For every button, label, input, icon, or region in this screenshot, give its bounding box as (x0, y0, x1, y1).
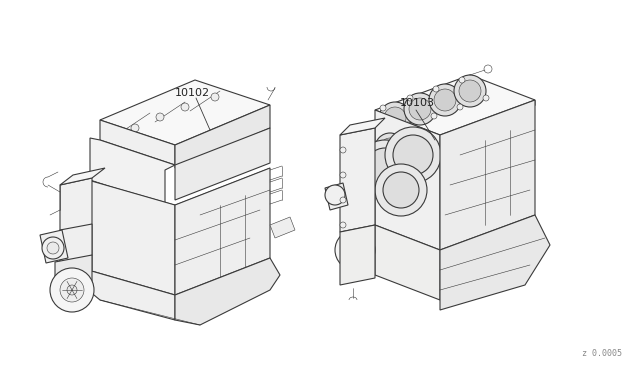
Circle shape (379, 102, 411, 134)
Circle shape (405, 148, 425, 168)
Circle shape (383, 172, 419, 208)
Circle shape (405, 122, 411, 128)
Polygon shape (340, 128, 375, 232)
Polygon shape (175, 168, 270, 295)
Circle shape (340, 172, 346, 178)
Polygon shape (175, 258, 280, 325)
Polygon shape (440, 100, 535, 250)
Polygon shape (90, 138, 175, 205)
Polygon shape (375, 75, 535, 135)
Circle shape (454, 75, 486, 107)
Text: z 0.0005: z 0.0005 (582, 349, 622, 358)
Circle shape (433, 86, 439, 92)
Circle shape (340, 222, 346, 228)
Polygon shape (88, 270, 175, 320)
Polygon shape (340, 118, 385, 135)
Polygon shape (325, 183, 348, 210)
Circle shape (380, 138, 400, 158)
Polygon shape (60, 168, 105, 185)
Circle shape (131, 124, 139, 132)
Circle shape (60, 278, 84, 302)
Circle shape (434, 89, 456, 111)
Polygon shape (55, 255, 92, 297)
Circle shape (375, 164, 427, 216)
Circle shape (357, 140, 413, 196)
Circle shape (156, 113, 164, 121)
Circle shape (47, 242, 59, 254)
Circle shape (211, 93, 219, 101)
Polygon shape (175, 105, 270, 168)
Circle shape (67, 285, 77, 295)
Circle shape (340, 197, 346, 203)
Circle shape (375, 133, 405, 163)
Polygon shape (175, 128, 270, 200)
Polygon shape (375, 225, 440, 300)
Circle shape (340, 147, 346, 153)
Circle shape (404, 93, 436, 125)
Polygon shape (100, 80, 270, 145)
Circle shape (388, 173, 418, 203)
Circle shape (50, 268, 94, 312)
Polygon shape (340, 225, 375, 285)
Polygon shape (60, 178, 92, 262)
Circle shape (393, 178, 413, 198)
Polygon shape (60, 224, 92, 276)
Circle shape (365, 148, 405, 188)
Circle shape (325, 185, 345, 205)
Circle shape (400, 143, 430, 173)
Text: 10102: 10102 (175, 88, 210, 98)
Circle shape (429, 84, 461, 116)
Circle shape (343, 238, 367, 262)
Circle shape (181, 103, 189, 111)
Polygon shape (88, 180, 175, 295)
Polygon shape (40, 230, 68, 263)
Circle shape (385, 127, 441, 183)
Polygon shape (100, 120, 175, 165)
Circle shape (350, 245, 360, 255)
Circle shape (459, 77, 465, 83)
Polygon shape (270, 217, 295, 238)
Circle shape (457, 104, 463, 110)
Circle shape (483, 95, 489, 101)
Circle shape (42, 237, 64, 259)
Circle shape (407, 95, 413, 101)
Circle shape (431, 113, 437, 119)
Text: 10103: 10103 (400, 98, 435, 108)
Circle shape (393, 135, 433, 175)
Circle shape (384, 107, 406, 129)
Circle shape (409, 98, 431, 120)
Circle shape (459, 80, 481, 102)
Circle shape (380, 105, 386, 111)
Polygon shape (440, 215, 550, 310)
Polygon shape (375, 110, 440, 250)
Circle shape (335, 230, 375, 270)
